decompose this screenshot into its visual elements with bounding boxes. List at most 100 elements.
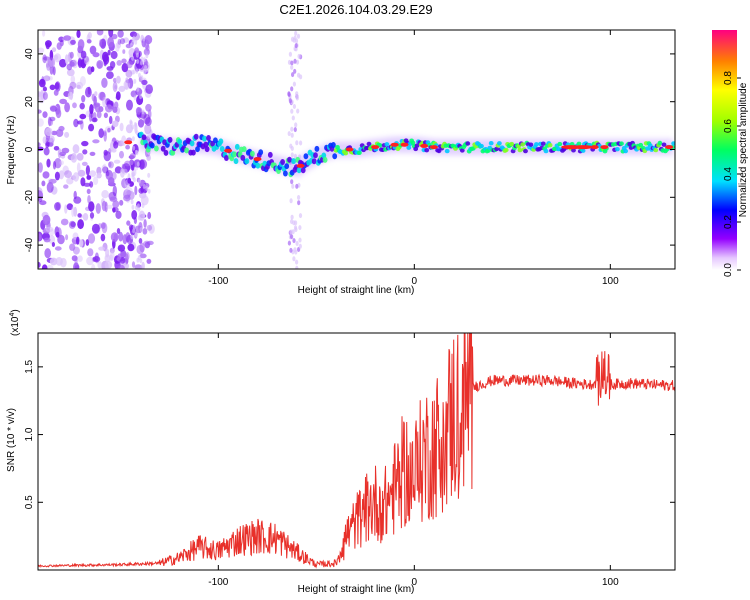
noise-speckle [134, 39, 138, 45]
noise-speckle [88, 111, 93, 122]
y-tick-label: -20 [24, 190, 35, 205]
noise-speckle [119, 257, 126, 264]
ridge-cell [177, 138, 183, 145]
ridge-cell [366, 141, 372, 147]
noise-speckle [141, 203, 145, 209]
noise-speckle [44, 248, 51, 259]
noise-speckle [51, 242, 56, 247]
noise-speckle [139, 192, 147, 199]
column-speckle [292, 238, 296, 244]
ridge-cell [571, 148, 576, 153]
noise-speckle [103, 54, 110, 65]
noise-speckle [132, 145, 136, 151]
noise-speckle [109, 61, 116, 69]
ridge-cell [661, 142, 667, 147]
noise-speckle [116, 75, 121, 84]
ridge-cell [528, 142, 534, 147]
noise-speckle [73, 118, 79, 128]
noise-speckle [147, 172, 151, 178]
ridge-cell [459, 148, 465, 153]
ridge-cell [503, 147, 509, 153]
ridge-cell [291, 158, 296, 165]
noise-speckle [92, 256, 101, 263]
noise-speckle [38, 118, 44, 127]
noise-speckle [145, 186, 149, 191]
noise-speckle [55, 108, 62, 119]
noise-speckle [63, 35, 72, 41]
ridge-cell [547, 143, 553, 148]
x-tick-label: 100 [602, 276, 619, 287]
noise-speckle [124, 160, 131, 167]
column-speckle [297, 200, 301, 206]
column-speckle [289, 198, 293, 204]
column-speckle [295, 265, 299, 269]
noise-speckle [131, 204, 135, 210]
noise-speckle [91, 223, 100, 234]
noise-speckle [72, 246, 80, 255]
ridge-cell [638, 142, 644, 148]
noise-speckle [71, 206, 75, 218]
noise-speckle [42, 111, 48, 118]
noise-speckle [94, 91, 98, 97]
spectrogram-y-label: Frequency (Hz) [6, 116, 17, 185]
noise-speckle [107, 104, 112, 110]
noise-speckle [125, 124, 133, 134]
noise-speckle [38, 93, 45, 104]
column-speckle [292, 104, 296, 109]
noise-speckle [82, 213, 89, 221]
noise-speckle [53, 146, 60, 151]
column-speckle [287, 92, 291, 98]
noise-speckle [134, 232, 138, 238]
noise-speckle [79, 76, 86, 86]
noise-speckle [139, 242, 145, 253]
noise-speckle [49, 105, 58, 112]
noise-speckle [98, 106, 104, 113]
ridge-cell [167, 136, 173, 143]
noise-speckle [38, 47, 45, 54]
noise-speckle [51, 47, 57, 53]
ridge-cell [517, 147, 523, 153]
noise-speckle [132, 69, 136, 75]
noise-speckle [73, 206, 78, 217]
noise-speckle [113, 141, 119, 149]
snr-border [37, 332, 676, 571]
noise-speckle [42, 54, 47, 64]
noise-speckle [127, 243, 135, 252]
noise-speckle [51, 130, 58, 136]
ridge-cell [203, 141, 209, 148]
noise-speckle [139, 227, 143, 233]
noise-speckle [42, 86, 48, 92]
noise-speckle [86, 188, 91, 195]
ridge-cell [520, 142, 526, 147]
noise-speckle [88, 123, 95, 132]
ridge-cell [240, 154, 246, 161]
noise-speckle [87, 248, 94, 257]
noise-speckle [59, 98, 67, 105]
ridge-cell [280, 159, 285, 165]
noise-speckle [64, 204, 68, 214]
noise-speckle [132, 224, 136, 230]
noise-speckle [103, 131, 107, 142]
column-speckle [294, 227, 298, 233]
column-speckle [294, 30, 298, 36]
noise-speckle [86, 39, 92, 44]
ridge-peak [420, 143, 429, 148]
noise-speckle [49, 84, 56, 91]
ridge-peak [429, 145, 438, 150]
noise-speckle [143, 240, 151, 247]
noise-speckle [49, 116, 56, 122]
noise-speckle [144, 65, 148, 70]
column-speckle [287, 131, 291, 137]
noise-speckle [118, 85, 126, 92]
noise-speckle [45, 40, 52, 48]
column-speckle [293, 35, 297, 41]
ridge-cell [234, 143, 240, 150]
ridge-cell [218, 138, 224, 145]
column-speckle [293, 68, 297, 74]
noise-speckle [89, 104, 94, 115]
noise-speckle [117, 38, 122, 45]
noise-speckle [83, 182, 91, 187]
noise-speckle [48, 178, 57, 184]
noise-speckle [122, 37, 129, 43]
